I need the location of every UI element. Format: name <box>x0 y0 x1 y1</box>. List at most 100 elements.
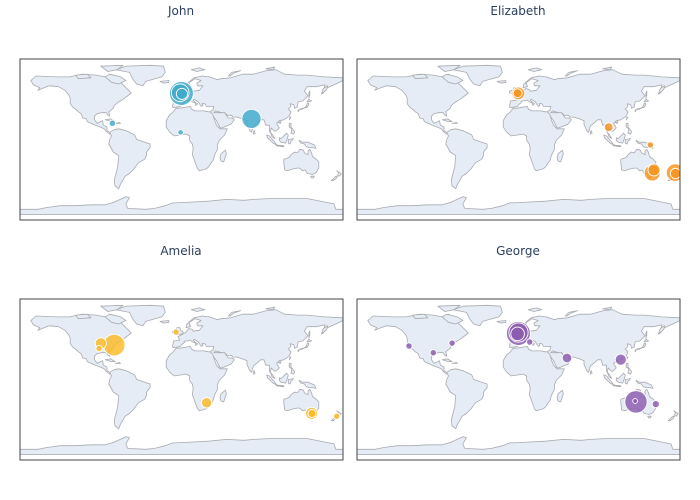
land-japan <box>634 342 647 353</box>
marker-layer <box>108 80 262 136</box>
land-new-guinea <box>298 139 317 149</box>
land-taiwan <box>288 356 292 361</box>
marker-elizabeth-4[interactable] <box>647 163 661 177</box>
land-south-america <box>108 368 151 430</box>
land-kamchatka <box>658 325 666 335</box>
land-hainan <box>277 361 282 364</box>
land-japan <box>297 102 310 113</box>
marker-amelia-4[interactable] <box>200 397 213 409</box>
land-south-america <box>445 128 488 190</box>
land-new-zealand-south <box>667 415 675 422</box>
marker-george-5[interactable] <box>448 339 456 347</box>
land-cuba <box>441 118 453 122</box>
marker-george-8[interactable] <box>614 353 627 366</box>
land-java <box>275 384 285 388</box>
land-ellesmere <box>100 64 124 72</box>
marker-john-4[interactable] <box>108 119 117 127</box>
land-borneo <box>615 132 626 144</box>
land-sakhalin <box>645 90 648 99</box>
land-greenland <box>452 304 503 327</box>
marker-amelia-3[interactable] <box>172 328 180 336</box>
land-sri-lanka <box>589 130 593 135</box>
land-iceland <box>496 80 507 84</box>
land-hispaniola <box>451 362 458 364</box>
land-arabia <box>550 110 562 114</box>
land-hispaniola <box>451 122 458 124</box>
land-arabia <box>213 110 226 114</box>
land-sri-lanka <box>252 130 256 135</box>
marker-amelia-6[interactable] <box>307 409 317 418</box>
land-philippines <box>625 362 632 375</box>
marker-elizabeth-3[interactable] <box>646 141 655 149</box>
land-madagascar <box>556 389 564 403</box>
marker-george-7[interactable] <box>561 352 573 364</box>
land-novaya-zemlya <box>564 70 579 77</box>
marker-george-11[interactable] <box>651 400 660 409</box>
marker-elizabeth-7[interactable] <box>669 167 680 180</box>
land-kamchatka <box>658 85 666 95</box>
map-panels <box>19 58 681 461</box>
land-cuba <box>441 358 453 363</box>
land-svalbard <box>528 307 543 312</box>
land-sulawesi <box>287 138 295 145</box>
marker-layer <box>94 328 341 420</box>
land-cuba <box>104 358 116 363</box>
land-new-zealand-north <box>673 410 679 417</box>
land-baffin <box>441 73 464 85</box>
map-frame <box>19 58 344 221</box>
land-sulawesi <box>287 378 295 385</box>
land-taiwan <box>625 116 629 121</box>
land-layer <box>20 64 343 216</box>
land-hispaniola <box>114 362 121 364</box>
land-north-america <box>367 313 469 375</box>
subplot-title-amelia: Amelia <box>160 244 201 258</box>
marker-amelia-0[interactable] <box>102 333 126 357</box>
land-north-america <box>30 73 132 135</box>
land-greenland <box>452 64 503 87</box>
marker-george-4[interactable] <box>429 349 437 357</box>
marker-john-2[interactable] <box>175 87 188 100</box>
land-hainan <box>615 121 619 124</box>
marker-layer <box>405 320 660 414</box>
land-antarctica <box>20 196 343 216</box>
land-novaya-zemlya <box>564 310 579 317</box>
land-sulawesi <box>624 138 632 145</box>
marker-george-3[interactable] <box>405 342 413 350</box>
land-kamchatka <box>321 85 329 95</box>
map-panel-elizabeth <box>356 58 681 221</box>
land-sakhalin <box>308 90 311 99</box>
marker-layer <box>511 86 680 182</box>
subplot-title-elizabeth: Elizabeth <box>490 4 545 18</box>
marker-john-3[interactable] <box>241 108 262 129</box>
marker-amelia-7[interactable] <box>333 412 341 420</box>
land-eurasia <box>509 69 680 140</box>
land-svalbard <box>190 307 206 312</box>
land-svalbard <box>528 67 543 72</box>
land-novaya-zemlya <box>227 70 242 77</box>
land-new-zealand-south <box>330 175 339 182</box>
land-madagascar <box>556 149 564 163</box>
marker-george-2[interactable] <box>510 326 525 342</box>
land-greenland <box>115 64 166 87</box>
land-japan <box>634 102 647 113</box>
land-victoria-island <box>75 313 92 320</box>
map-frame <box>19 298 344 461</box>
land-antarctica <box>357 436 680 456</box>
land-sakhalin <box>308 330 311 339</box>
land-japan <box>297 342 310 353</box>
marker-george-6[interactable] <box>526 338 534 346</box>
land-sri-lanka <box>589 370 593 375</box>
marker-elizabeth-2[interactable] <box>603 122 614 133</box>
map-frame <box>356 298 681 461</box>
land-north-america <box>367 73 469 135</box>
land-victoria-island <box>412 313 429 320</box>
marker-george-10[interactable] <box>632 398 638 404</box>
land-eurasia <box>172 309 343 380</box>
land-philippines <box>288 362 296 375</box>
marker-john-5[interactable] <box>177 129 184 136</box>
marker-amelia-2[interactable] <box>95 344 103 353</box>
land-severnaya-zemlya <box>265 66 276 71</box>
marker-elizabeth-1[interactable] <box>512 88 523 99</box>
land-new-guinea <box>298 379 317 389</box>
land-philippines <box>625 123 632 135</box>
